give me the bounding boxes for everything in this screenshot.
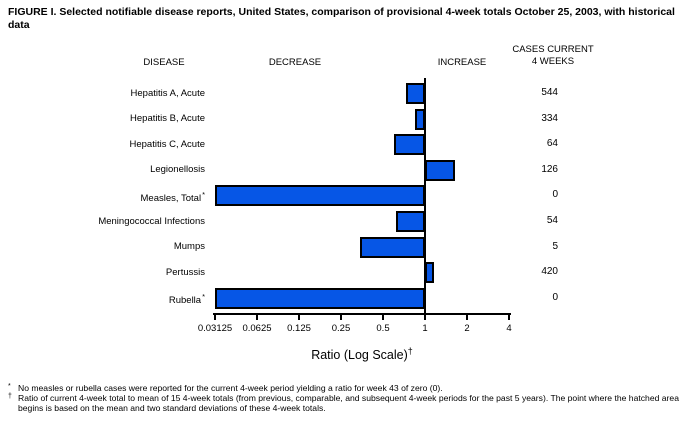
footnote-asterisk: * No measles or rubella cases were report… bbox=[8, 383, 684, 393]
x-axis-label: Ratio (Log Scale)† bbox=[215, 346, 509, 362]
baseline-ratio-1-line bbox=[424, 78, 426, 313]
axis-tick bbox=[256, 315, 258, 320]
cases-value: 420 bbox=[541, 266, 558, 278]
disease-label: Meningococcal Infections bbox=[98, 215, 205, 227]
cases-value: 0 bbox=[552, 189, 558, 201]
column-header-cases: CASES CURRENT 4 WEEKS bbox=[501, 44, 605, 68]
footnote-dagger: † Ratio of current 4-week total to mean o… bbox=[8, 393, 684, 413]
asterisk-superscript: * bbox=[202, 292, 205, 302]
dagger-marker: † bbox=[8, 393, 12, 400]
axis-tick-label: 1 bbox=[422, 323, 428, 334]
cases-values-column: 544 334 64 126 0 54 5 420 0 bbox=[490, 80, 558, 313]
asterisk-marker: * bbox=[8, 383, 11, 390]
column-header-disease: DISEASE bbox=[143, 57, 185, 68]
disease-label: Pertussis bbox=[165, 266, 205, 278]
axis-tick-label: 4 bbox=[506, 323, 512, 334]
axis-tick bbox=[214, 315, 216, 320]
ratio-bar bbox=[215, 185, 425, 207]
disease-label: Hepatitis B, Acute bbox=[130, 113, 205, 125]
axis-tick bbox=[466, 315, 468, 320]
footnote-asterisk-text: No measles or rubella cases were reporte… bbox=[18, 383, 443, 393]
cases-value: 5 bbox=[552, 240, 558, 252]
disease-label: Rubella* bbox=[168, 292, 205, 307]
cases-value: 0 bbox=[552, 291, 558, 303]
ratio-bar bbox=[394, 134, 425, 156]
column-header-cases-line2: 4 WEEKS bbox=[531, 56, 575, 67]
ratio-bar bbox=[425, 159, 455, 181]
axis-tick-label: 0.03125 bbox=[197, 323, 233, 334]
disease-label: Legionellosis bbox=[150, 164, 205, 176]
disease-label: Hepatitis A, Acute bbox=[130, 87, 205, 99]
disease-label: Measles, Total* bbox=[140, 189, 205, 205]
cases-value: 64 bbox=[546, 138, 558, 150]
cases-value: 334 bbox=[541, 112, 558, 124]
footnotes-block: * No measles or rubella cases were report… bbox=[8, 383, 684, 413]
figure-title: FIGURE I. Selected notifiable disease re… bbox=[8, 6, 675, 31]
ratio-bar bbox=[359, 236, 425, 258]
cases-value: 544 bbox=[541, 87, 558, 98]
bar-chart-plot: 0.03125 0.0625 0.125 0.25 0.5 1 2 4 bbox=[198, 78, 512, 334]
disease-label: Mumps bbox=[173, 241, 205, 253]
column-header-cases-line1: CASES CURRENT bbox=[512, 44, 594, 55]
axis-tick-label: 0.0625 bbox=[242, 323, 272, 334]
x-axis-label-text: Ratio (Log Scale) bbox=[311, 348, 408, 363]
cases-value: 126 bbox=[541, 163, 558, 175]
axis-tick-label: 0.5 bbox=[376, 323, 390, 334]
x-axis-line bbox=[213, 313, 511, 315]
disease-label: Hepatitis C, Acute bbox=[129, 138, 205, 150]
axis-tick bbox=[508, 315, 510, 320]
ratio-bar bbox=[405, 83, 425, 104]
ratio-bar bbox=[215, 287, 425, 309]
disease-labels-column: Hepatitis A, Acute Hepatitis B, Acute Hepa… bbox=[0, 80, 205, 313]
dagger-superscript: † bbox=[407, 346, 413, 356]
cases-value: 54 bbox=[546, 215, 558, 226]
ratio-bar bbox=[396, 211, 425, 232]
axis-tick-label: 0.25 bbox=[331, 323, 351, 334]
column-header-decrease: DECREASE bbox=[268, 57, 322, 68]
axis-tick bbox=[298, 315, 300, 320]
axis-tick-label: 2 bbox=[464, 323, 470, 334]
column-header-increase: INCREASE bbox=[437, 57, 487, 68]
footnote-dagger-text: Ratio of current 4-week total to mean of… bbox=[18, 393, 679, 413]
axis-tick bbox=[382, 315, 384, 320]
axis-tick-label: 0.125 bbox=[287, 323, 311, 334]
ratio-bar bbox=[425, 262, 434, 284]
ratio-bar bbox=[415, 108, 425, 130]
axis-tick bbox=[424, 315, 426, 320]
asterisk-superscript: * bbox=[202, 189, 205, 199]
axis-tick bbox=[340, 315, 342, 320]
